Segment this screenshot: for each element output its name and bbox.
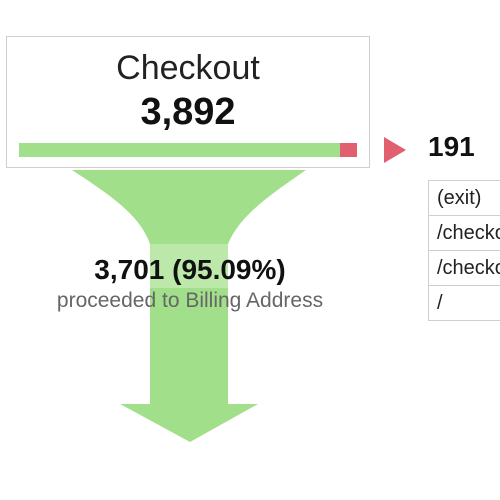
step-count: 3,892: [140, 91, 236, 133]
progress-proceed-fill: [19, 143, 340, 157]
proceed-value: 3,701 (95.09%): [94, 254, 286, 285]
step-title: Checkout: [116, 49, 260, 87]
exit-arrow-icon: [384, 137, 406, 163]
exit-destination[interactable]: /checkout: [428, 215, 500, 251]
funnel-highlight: [150, 244, 228, 288]
proceed-label: proceeded to Billing Address: [56, 289, 324, 312]
table-row[interactable]: /: [428, 285, 500, 321]
checkout-step-card[interactable]: Checkout 3,892: [6, 36, 370, 168]
step-progress-bar: [19, 143, 357, 157]
table-row[interactable]: /checkout: [428, 250, 500, 286]
exit-destination[interactable]: /: [428, 285, 500, 321]
exit-destination[interactable]: /checkout: [428, 250, 500, 286]
exit-destinations-table: (exit) /checkout /checkout /: [428, 180, 500, 321]
table-row[interactable]: (exit): [428, 180, 500, 216]
funnel-shape: [72, 170, 306, 442]
table-row[interactable]: /checkout: [428, 215, 500, 251]
exit-destination[interactable]: (exit): [428, 180, 500, 216]
exit-count: 191: [428, 131, 475, 162]
